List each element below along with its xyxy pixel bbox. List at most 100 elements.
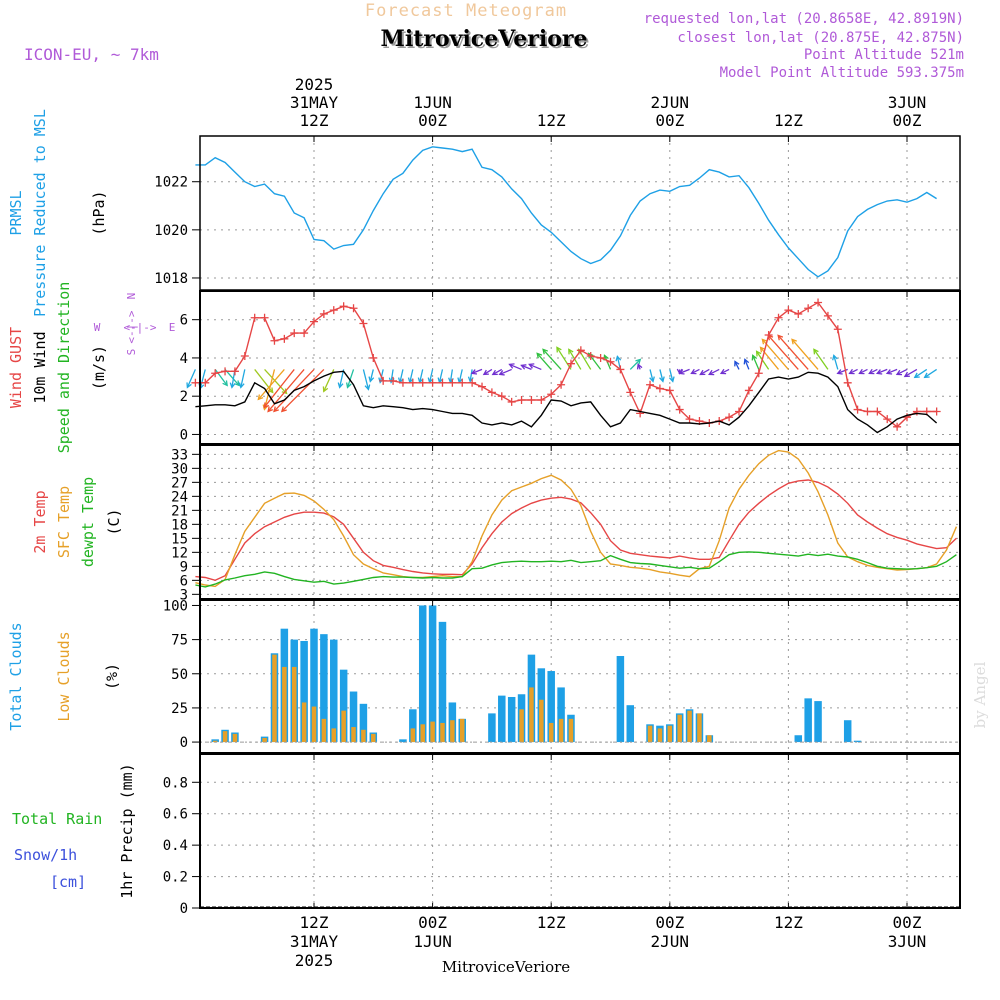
wind-vector <box>257 368 285 400</box>
wind-vector <box>791 338 819 370</box>
wind-vector-head <box>636 363 643 370</box>
wind-vector <box>263 369 276 410</box>
gust-marker <box>794 309 803 318</box>
top-time-label: 2025 <box>295 75 334 94</box>
low-clouds-bar <box>361 729 366 743</box>
wind-vector-head <box>263 402 270 409</box>
low-clouds-bar <box>321 718 327 743</box>
wind-vector-head <box>322 386 329 393</box>
wind-vector-head <box>222 380 228 387</box>
gust-marker <box>339 302 348 311</box>
gust-marker <box>764 330 773 339</box>
total-clouds-bar <box>359 703 368 743</box>
low-clouds-bar <box>341 710 346 743</box>
wind-vector-head <box>755 350 762 357</box>
temperature-axis-label: 2m Temp <box>31 490 49 553</box>
low-clouds-bar <box>371 733 376 743</box>
total-clouds-bar <box>211 739 219 743</box>
wind-axis-label: (m/s) <box>90 345 108 390</box>
wind-vector <box>669 369 674 382</box>
total-clouds-bar <box>814 701 822 743</box>
temperature-ytick-label: 21 <box>171 503 188 519</box>
wind-vector <box>483 368 493 375</box>
pressure-axis-label: Pressure Reduced to MSL <box>31 109 49 317</box>
wind-vector-head <box>337 382 344 389</box>
gust-marker <box>646 380 655 389</box>
gust-marker <box>774 313 783 322</box>
gust-marker <box>912 407 921 416</box>
low-clouds-bar <box>301 702 307 743</box>
gust-marker <box>636 409 645 418</box>
wind-vector-head <box>659 376 665 383</box>
wind-vector-head <box>678 369 685 375</box>
clouds-ytick-label: 100 <box>163 598 188 614</box>
gust-marker <box>250 313 259 322</box>
wind-vector-head <box>699 369 706 376</box>
gust-marker <box>903 413 911 422</box>
total-clouds-bar <box>488 713 496 743</box>
low-clouds-bar <box>262 737 267 743</box>
top-time-label: 12Z <box>300 111 329 130</box>
wind-vector-head <box>913 372 920 379</box>
pressure-ytick-label: 1020 <box>154 223 188 239</box>
point-altitude: Point Altitude 521m <box>804 47 964 63</box>
wind-ytick-label: 0 <box>180 427 188 443</box>
wind-vector <box>760 347 780 370</box>
10m Wind-line <box>195 370 938 434</box>
wind-vector-head <box>568 348 574 355</box>
compass-south: S <box>125 349 138 356</box>
low-clouds-bar <box>558 718 564 743</box>
total-clouds-bar <box>418 605 427 743</box>
gust-marker <box>883 415 892 424</box>
clouds-axis-label: Low Clouds <box>55 631 73 721</box>
total-clouds-bar <box>330 639 338 743</box>
wind-vector-head <box>229 382 236 389</box>
wind-vector <box>691 368 700 374</box>
wind-vector-head <box>470 369 478 375</box>
top-time-label: 12Z <box>537 111 566 130</box>
place-name: MitroviceVeriore <box>381 26 588 52</box>
total-clouds-bar <box>428 605 437 743</box>
temperature-ytick-label: 27 <box>171 475 188 491</box>
wind-vector <box>492 368 503 375</box>
dewpt Temp-line <box>195 551 957 588</box>
watermark: by Angel <box>971 661 989 728</box>
low-clouds-bar <box>677 714 682 743</box>
temperature-ytick-label: 12 <box>171 545 188 561</box>
wind-vector <box>471 368 483 375</box>
wind-vector-head <box>813 348 819 355</box>
wind-vector <box>813 349 829 370</box>
gust-marker <box>369 353 378 362</box>
gust-marker <box>349 304 358 313</box>
gust-marker <box>487 388 496 397</box>
gust-marker <box>448 378 457 387</box>
gust-marker <box>843 378 852 387</box>
wind-vector <box>886 368 898 375</box>
gust-marker <box>300 329 309 338</box>
wind-vector-head <box>719 368 727 375</box>
temperature-ytick-label: 33 <box>171 447 188 463</box>
gust-marker <box>468 378 477 387</box>
bottom-time-label: 12Z <box>774 913 803 932</box>
clouds-ytick-label: 50 <box>171 667 188 683</box>
wind-panel: 0 2 4 6 Wind GUST 10m Wind Speed and Direction… <box>7 282 961 453</box>
temperature-ytick-label: 24 <box>171 489 188 505</box>
wind-vector-head <box>482 369 489 376</box>
precip-ytick-label: 0.8 <box>163 775 188 791</box>
wind-vector-head <box>615 355 622 362</box>
precip-ytick-label: 0 <box>180 901 188 917</box>
wind-vector-head <box>257 394 264 401</box>
wind-vector-head <box>368 376 375 383</box>
wind-vector <box>199 369 206 389</box>
compass-north: N <box>125 293 138 300</box>
wind-vector-head <box>885 369 893 375</box>
gust-marker <box>863 407 872 416</box>
wind-vector <box>438 369 444 383</box>
low-clouds-bar <box>707 735 712 743</box>
gust-marker <box>517 396 526 405</box>
gust-marker <box>408 378 417 387</box>
low-clouds-bar <box>331 728 337 743</box>
clouds-ytick-label: 75 <box>171 633 188 649</box>
gust-marker <box>853 405 862 414</box>
total-clouds-bar <box>557 687 565 743</box>
